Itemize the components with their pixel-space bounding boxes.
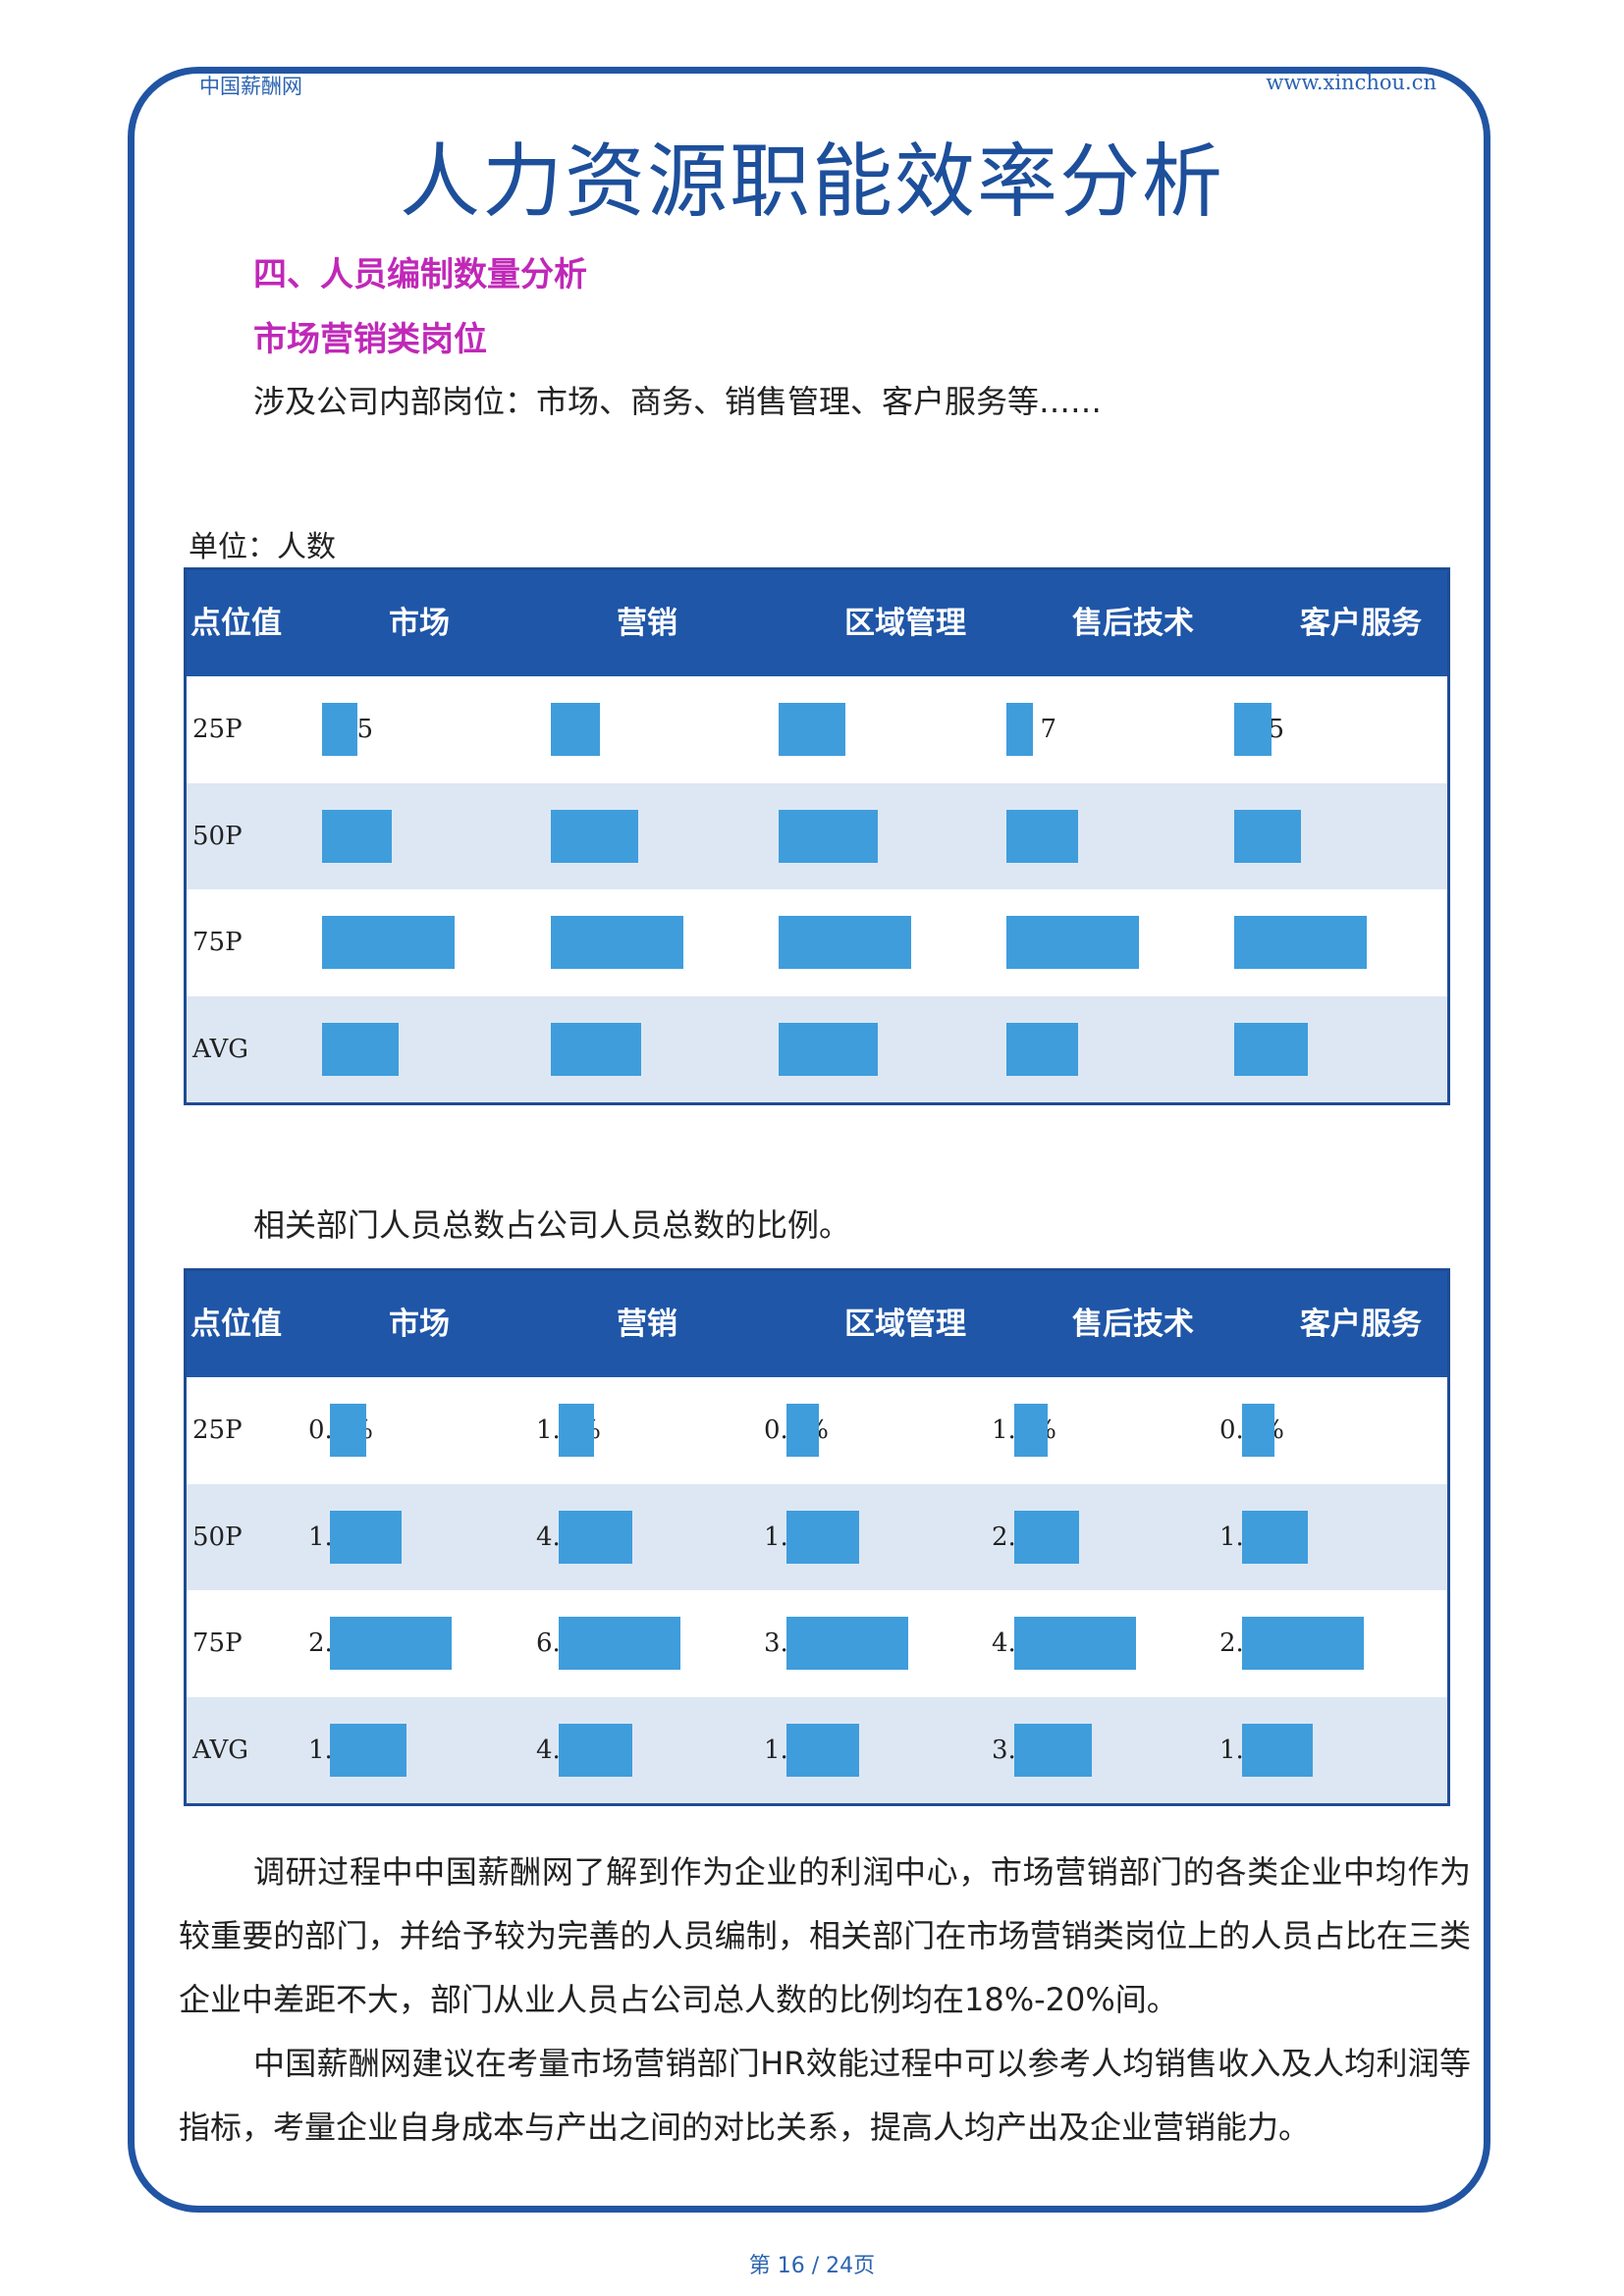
data-bar	[779, 916, 911, 969]
page-title: 人力资源职能效率分析	[399, 135, 1224, 229]
cell-value: 7	[1040, 715, 1056, 744]
data-bar	[1242, 1617, 1364, 1670]
section-heading: 四、人员编制数量分析	[253, 255, 587, 294]
data-bar	[551, 703, 600, 756]
column-header: 营销	[617, 1307, 677, 1342]
table-header: 点位值 市场 营销 区域管理 售后技术 客户服务	[187, 570, 1447, 676]
data-bar	[559, 1617, 680, 1670]
column-header-percentile: 点位值	[190, 1307, 282, 1342]
data-bar	[786, 1723, 859, 1777]
data-bar	[551, 1022, 641, 1076]
data-bar	[330, 1510, 402, 1564]
data-bar	[1006, 1022, 1078, 1076]
data-bar	[322, 809, 392, 863]
column-header: 客户服务	[1300, 606, 1422, 641]
row-label: 75P	[192, 1629, 243, 1658]
analysis-paragraph: 调研过程中中国薪酬网了解到作为企业的利润中心，市场营销部门的各类企业中均作为较重…	[179, 1853, 1471, 2018]
data-bar	[1234, 1022, 1308, 1076]
header-site-name: 中国薪酬网	[199, 75, 302, 98]
data-bar	[1242, 1404, 1274, 1457]
table-row: 75P1938163518	[187, 889, 1447, 996]
column-header: 售后技术	[1072, 1307, 1194, 1342]
table-row: 25P0.8%1.9%0.8%1.3%0.7%	[187, 1377, 1447, 1484]
column-header-percentile: 点位值	[190, 606, 282, 641]
cell-value: 5	[1268, 715, 1284, 744]
column-header: 营销	[617, 606, 677, 641]
data-bar	[1014, 1617, 1136, 1670]
data-bar	[1242, 1723, 1313, 1777]
table-row: 50P1.6%4.0%1.8%2.5%1.4%	[187, 1483, 1447, 1590]
row-label: 25P	[192, 1415, 243, 1445]
table-row: 50P102512199	[187, 782, 1447, 889]
header-url[interactable]: www.xinchou.cn	[1266, 71, 1436, 94]
data-bar	[1014, 1723, 1092, 1777]
data-bar	[322, 703, 357, 756]
table-row: AVG1126121910	[187, 995, 1447, 1102]
data-bar	[559, 1510, 632, 1564]
data-bar	[551, 809, 638, 863]
table-header: 点位值 市场 营销 区域管理 售后技术 客户服务	[187, 1271, 1447, 1377]
page-number: 第 16 / 24页	[748, 2254, 876, 2278]
data-bar	[1234, 703, 1272, 756]
data-bar	[322, 916, 455, 969]
page-frame	[128, 67, 1490, 2213]
row-label: AVG	[192, 1735, 249, 1765]
data-bar	[1014, 1510, 1079, 1564]
data-bar	[779, 809, 878, 863]
data-bar	[322, 1022, 399, 1076]
data-bar	[1014, 1404, 1048, 1457]
data-bar	[786, 1404, 819, 1457]
table-row: 75P2.7%6.6%3.0%4.7%2.6%	[187, 1590, 1447, 1697]
row-label: 50P	[192, 1522, 243, 1552]
data-bar	[330, 1723, 406, 1777]
column-header: 市场	[389, 1307, 450, 1342]
data-bar	[330, 1617, 452, 1670]
ratio-caption: 相关部门人员总数占公司人员总数的比例。	[253, 1206, 851, 1244]
recommendation-paragraph: 中国薪酬网建议在考量市场营销部门HR效能过程中可以参考人均销售收入及人均利润等指…	[179, 2045, 1471, 2146]
data-bar	[1006, 916, 1139, 969]
table-row: AVG1.7%4.0%1.8%3.0%1.5%	[187, 1696, 1447, 1803]
data-bar	[779, 703, 845, 756]
intro-text: 涉及公司内部岗位：市场、商务、销售管理、客户服务等……	[253, 383, 1103, 420]
column-header: 区域管理	[844, 606, 966, 641]
row-label: 75P	[192, 928, 243, 957]
table-row: 25P514875	[187, 676, 1447, 783]
data-bar	[786, 1510, 859, 1564]
data-bar	[1242, 1510, 1308, 1564]
cell-value: 5	[356, 715, 373, 744]
column-header: 售后技术	[1072, 606, 1194, 641]
column-header: 区域管理	[844, 1307, 966, 1342]
data-bar	[1234, 916, 1367, 969]
row-label: 25P	[192, 715, 243, 744]
data-bar	[559, 1404, 594, 1457]
column-header: 市场	[389, 606, 450, 641]
data-bar	[1234, 809, 1301, 863]
unit-label: 单位：人数	[189, 530, 336, 564]
data-bar	[1006, 703, 1033, 756]
data-bar	[559, 1723, 632, 1777]
data-bar	[779, 1022, 878, 1076]
data-bar	[551, 916, 683, 969]
data-bar	[1006, 809, 1078, 863]
sub-heading: 市场营销类岗位	[253, 320, 487, 359]
data-bar	[786, 1617, 908, 1670]
column-header: 客户服务	[1300, 1307, 1422, 1342]
row-label: AVG	[192, 1034, 249, 1064]
ratio-table: 点位值 市场 营销 区域管理 售后技术 客户服务 25P0.8%1.9%0.8%1.3%0…	[184, 1268, 1450, 1806]
data-bar	[330, 1404, 366, 1457]
row-label: 50P	[192, 821, 243, 851]
